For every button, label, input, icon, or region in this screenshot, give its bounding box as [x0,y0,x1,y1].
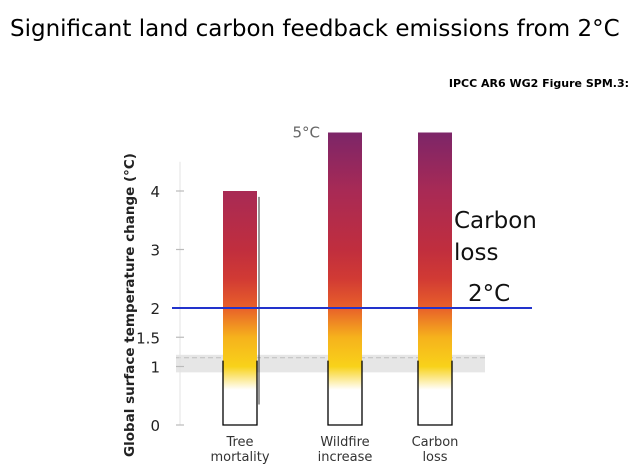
bar-3 [418,132,452,425]
bar-base-bracket [417,360,453,426]
side-annotation: Carbon [454,208,537,234]
bar-2 [328,132,362,425]
y-tick-label: 1.5 [136,329,160,347]
category-label: mortality [210,450,269,465]
category-label: Wildfire [320,435,369,450]
category-label: Carbon [412,435,459,450]
y-tick-label: 0 [150,417,160,435]
source-caption: IPCC AR6 WG2 Figure SPM.3: [448,77,629,90]
y-axis-label: Global surface temperature change (°C) [122,153,138,457]
reference-line-label: 2°C [468,281,510,307]
slide-title: Significant land carbon feedback emissio… [10,16,620,42]
bar-base-bracket [222,360,258,426]
category-label: Tree [225,435,253,450]
category-label: loss [422,450,447,465]
side-annotation: loss [454,240,498,266]
y-tick-label: 3 [150,242,160,260]
y-tick-label: 4 [150,183,160,201]
top-annotation: 5°C [292,124,320,142]
bar-base-bracket [327,360,363,426]
y-tick-label: 2 [150,300,160,318]
category-label: increase [318,450,373,465]
y-tick-label: 1 [150,359,160,377]
